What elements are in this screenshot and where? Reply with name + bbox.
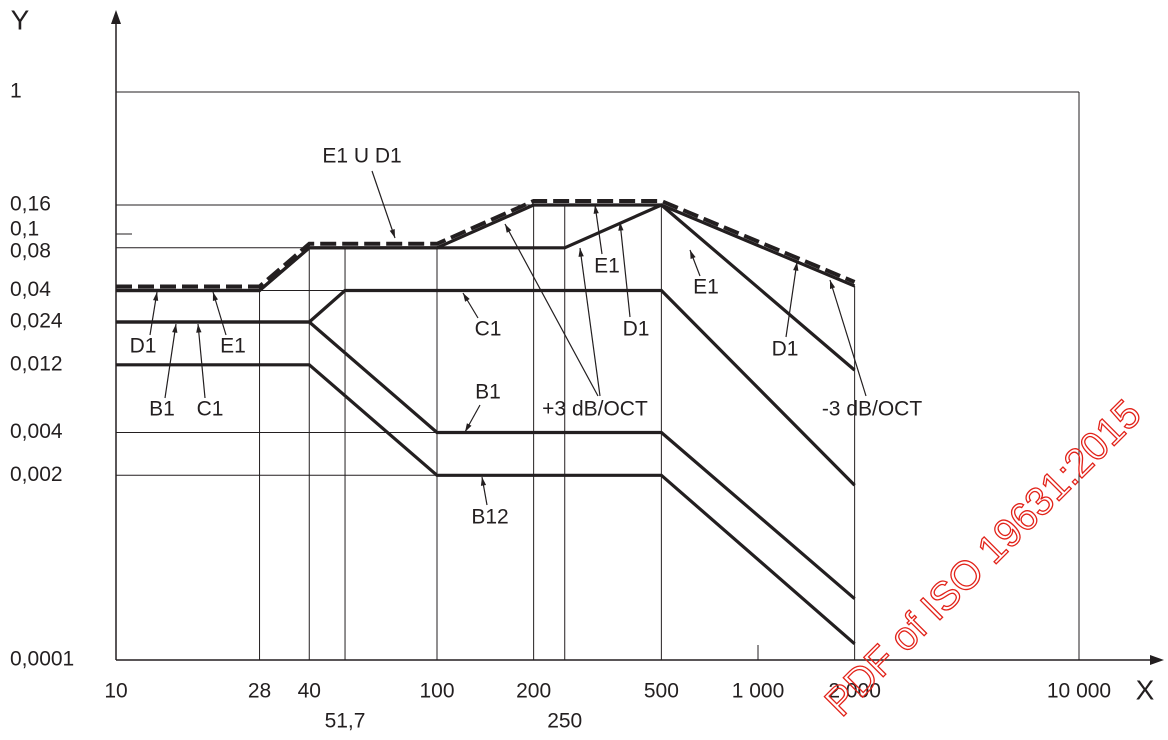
curve-line — [116, 320, 856, 600]
leader-arrow — [153, 292, 159, 301]
x-axis-arrow — [1150, 655, 1164, 665]
annotation: -3 dB/OCT — [822, 398, 923, 421]
x-tick-label: 1 000 — [732, 680, 785, 703]
leader-arrow — [196, 324, 202, 333]
annotation: C1 — [475, 318, 502, 341]
leader-line — [619, 221, 631, 318]
leader-arrow — [578, 248, 584, 257]
y-tick-label: 0,012 — [10, 352, 63, 375]
y-tick-label: 0,002 — [10, 463, 63, 486]
x-tick-label: 250 — [547, 710, 582, 733]
x-tick-label: 500 — [644, 680, 679, 703]
leader-line — [785, 261, 798, 338]
leader-arrow — [212, 292, 218, 301]
leader-arrow — [830, 280, 836, 289]
annotation: E1 — [693, 276, 719, 299]
annotation: E1 — [594, 255, 620, 278]
leader-line — [371, 170, 396, 239]
leader-arrow — [505, 224, 512, 233]
annotation: E1 U D1 — [322, 145, 401, 168]
leader-arrow — [593, 205, 599, 214]
x-tick-label: 40 — [298, 680, 321, 703]
annotation: D1 — [623, 318, 650, 341]
x-tick-label: 100 — [419, 680, 454, 703]
annotation: E1 — [220, 335, 246, 358]
leader-arrow — [172, 324, 178, 333]
y-tick-label: 0,04 — [10, 278, 51, 301]
annotation: B1 — [475, 381, 501, 404]
y-tick-label: 0,0001 — [10, 648, 74, 671]
y-tick-label: 0,1 — [10, 217, 39, 240]
annotation: C1 — [197, 398, 224, 421]
y-tick-label: 0,16 — [10, 193, 51, 216]
annotation: D1 — [772, 338, 799, 361]
x-tick-label: 10 — [104, 680, 127, 703]
leader-arrow — [389, 229, 395, 238]
leader-line — [164, 323, 177, 399]
curve-line — [116, 363, 856, 646]
watermark: PDF of ISO 19631:2015 — [817, 392, 1150, 725]
leader-line — [829, 279, 867, 397]
x-axis-label: X — [1136, 674, 1155, 705]
y-tick-label: 0,08 — [10, 239, 51, 262]
x-tick-label: 200 — [516, 680, 551, 703]
x-tick-label: 2 000 — [828, 680, 881, 703]
envelope-line — [116, 199, 856, 289]
annotation: D1 — [130, 335, 157, 358]
leader-line — [579, 247, 601, 397]
y-axis-label: Y — [11, 4, 30, 35]
leader-arrow — [463, 293, 470, 302]
leader-arrow — [793, 262, 799, 271]
y-tick-label: 0,004 — [10, 420, 63, 443]
annotation: +3 dB/OCT — [542, 398, 648, 421]
x-tick-label: 10 000 — [1047, 680, 1111, 703]
leader-arrow — [465, 423, 472, 432]
leader-arrow — [618, 222, 624, 231]
x-tick-label: 51,7 — [325, 710, 366, 733]
leader-line — [504, 223, 599, 397]
annotation: B12 — [471, 506, 508, 529]
x-tick-label: 28 — [248, 680, 271, 703]
y-tick-label: 1 — [10, 80, 22, 103]
leader-arrow — [690, 250, 696, 259]
leader-line — [197, 323, 206, 399]
curve-line — [116, 203, 856, 372]
annotation: B1 — [149, 398, 175, 421]
y-tick-label: 0,024 — [10, 310, 63, 333]
y-axis-arrow — [111, 10, 121, 24]
leader-arrow — [480, 477, 487, 486]
